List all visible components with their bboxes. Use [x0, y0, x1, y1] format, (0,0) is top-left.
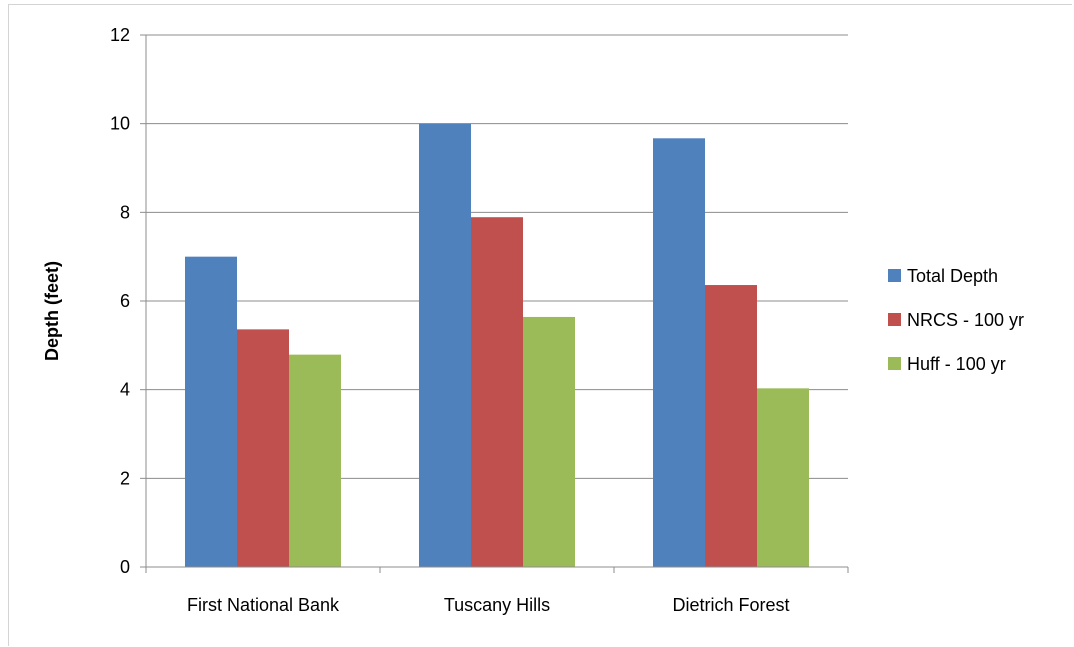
y-tick-label: 4 — [120, 380, 130, 400]
legend-swatch — [888, 313, 901, 326]
bar-2-3 — [705, 285, 757, 567]
bar-2-1 — [237, 329, 289, 567]
bars — [185, 123, 809, 568]
y-tick-labels: 0 2 4 6 8 10 12 — [110, 25, 130, 577]
x-category-label: Tuscany Hills — [444, 595, 550, 615]
legend-swatch — [888, 269, 901, 282]
y-tick-label: 10 — [110, 114, 130, 134]
legend-label: Total Depth — [907, 266, 998, 286]
y-tick-label: 0 — [120, 557, 130, 577]
y-axis-title: Depth (feet) — [42, 261, 62, 361]
bar-3-2 — [523, 316, 575, 567]
y-tick-label: 12 — [110, 25, 130, 45]
bar-2-2 — [471, 217, 523, 567]
legend-swatch — [888, 357, 901, 370]
y-tick-label: 8 — [120, 202, 130, 222]
x-category-label: First National Bank — [187, 595, 340, 615]
y-tick-label: 6 — [120, 291, 130, 311]
bar-3-3 — [757, 388, 809, 567]
axes — [140, 34, 849, 573]
bar-1-2 — [419, 123, 471, 568]
bar-1-1 — [185, 256, 237, 567]
y-tick-label: 2 — [120, 468, 130, 488]
bar-1-3 — [653, 138, 705, 567]
x-category-label: Dietrich Forest — [672, 595, 789, 615]
bar-3-1 — [289, 354, 341, 567]
legend-label: Huff - 100 yr — [907, 354, 1006, 374]
legend: Total Depth NRCS - 100 yr Huff - 100 yr — [888, 266, 1024, 374]
x-category-labels: First National Bank Tuscany Hills Dietrich… — [187, 595, 790, 615]
legend-label: NRCS - 100 yr — [907, 310, 1024, 330]
chart-frame — [8, 4, 1072, 646]
